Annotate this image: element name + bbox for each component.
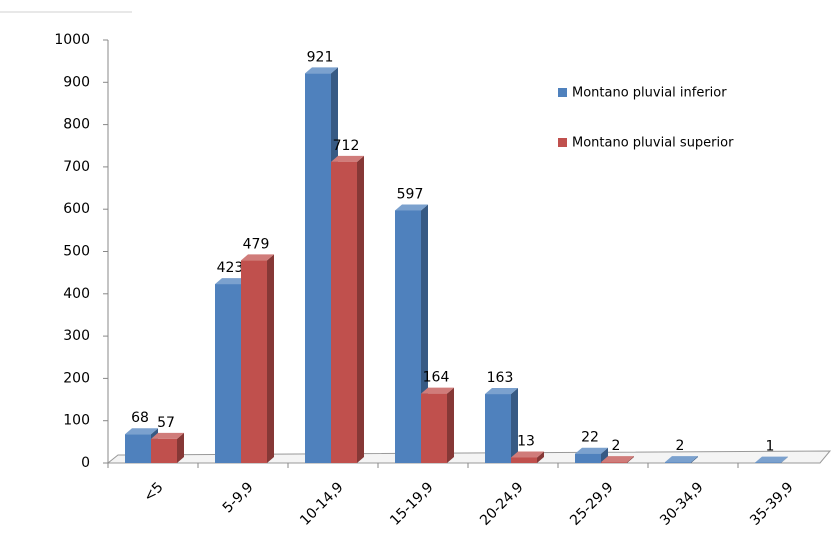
x-tick-label: 10-14,9 bbox=[297, 479, 347, 529]
bar-top bbox=[755, 456, 788, 463]
legend: Montano pluvial inferior Montano pluvial … bbox=[558, 86, 734, 151]
bar-top bbox=[215, 278, 248, 285]
bar bbox=[241, 260, 267, 463]
bar bbox=[421, 393, 447, 463]
y-tick-label: 200 bbox=[63, 370, 90, 386]
bar bbox=[125, 434, 151, 463]
bar bbox=[151, 438, 177, 463]
bar-side bbox=[511, 388, 518, 463]
bar bbox=[305, 73, 331, 464]
y-tick-label: 1000 bbox=[54, 32, 90, 48]
bar-side bbox=[601, 447, 608, 463]
x-tick-label: 25-29,9 bbox=[567, 479, 617, 529]
value-label: 2 bbox=[612, 438, 621, 454]
bar-side bbox=[357, 155, 364, 463]
bar-top bbox=[395, 204, 428, 211]
bar-top bbox=[305, 67, 338, 74]
x-tick-label: 35-39,9 bbox=[747, 479, 797, 529]
value-label: 22 bbox=[581, 430, 599, 446]
bar-top bbox=[421, 387, 454, 394]
legend-label: Montano pluvial inferior bbox=[572, 86, 727, 101]
y-tick-label: 400 bbox=[63, 286, 90, 302]
bar-side bbox=[781, 456, 788, 463]
y-tick-label: 800 bbox=[63, 117, 90, 133]
bar-top bbox=[601, 456, 634, 463]
bar bbox=[395, 210, 421, 463]
bar-side bbox=[177, 432, 184, 463]
value-label: 597 bbox=[397, 186, 424, 202]
legend-label: Montano pluvial superior bbox=[572, 136, 734, 151]
bar-top bbox=[151, 432, 184, 439]
value-label: 57 bbox=[157, 415, 175, 431]
bar-top bbox=[485, 388, 518, 395]
bar-top bbox=[665, 456, 698, 463]
value-label: 479 bbox=[243, 236, 270, 252]
bar bbox=[331, 161, 357, 463]
bar bbox=[511, 457, 537, 463]
value-label: 712 bbox=[333, 138, 360, 154]
bar-side bbox=[537, 451, 544, 463]
bar-top bbox=[575, 447, 608, 454]
bar bbox=[665, 462, 691, 463]
bar-top bbox=[331, 155, 364, 162]
value-label: 2 bbox=[676, 438, 685, 454]
legend-swatch bbox=[558, 88, 567, 97]
y-tick-label: 900 bbox=[63, 74, 90, 90]
bar bbox=[575, 453, 601, 463]
value-label: 164 bbox=[423, 370, 450, 386]
bar-top bbox=[125, 428, 158, 435]
bar-side bbox=[267, 254, 274, 463]
legend-swatch bbox=[558, 138, 567, 147]
value-label: 163 bbox=[487, 370, 514, 386]
y-tick-label: 100 bbox=[63, 413, 90, 429]
x-tick-label: 30-34,9 bbox=[657, 479, 707, 529]
value-label: 13 bbox=[517, 434, 535, 450]
y-tick-label: 500 bbox=[63, 244, 90, 260]
x-tick-label: 15-19,9 bbox=[387, 479, 437, 529]
bar-top bbox=[511, 451, 544, 458]
value-label: 921 bbox=[307, 49, 334, 65]
y-tick-label: 0 bbox=[81, 455, 90, 471]
value-label: 68 bbox=[131, 410, 149, 426]
bar-side bbox=[691, 456, 698, 463]
value-label: 1 bbox=[766, 439, 775, 455]
x-tick-label: 5-9,9 bbox=[220, 479, 257, 516]
value-label: 423 bbox=[217, 260, 244, 276]
bar bbox=[485, 394, 511, 463]
x-tick-label: <5 bbox=[141, 479, 167, 505]
bar-top bbox=[241, 254, 274, 261]
y-tick-label: 300 bbox=[63, 328, 90, 344]
bar bbox=[601, 462, 627, 463]
bar bbox=[215, 284, 241, 463]
x-tick-label: 20-24,9 bbox=[477, 479, 527, 529]
bar-side bbox=[447, 387, 454, 463]
y-tick-label: 700 bbox=[63, 159, 90, 175]
bar-side bbox=[627, 456, 634, 463]
y-tick-label: 600 bbox=[63, 201, 90, 217]
